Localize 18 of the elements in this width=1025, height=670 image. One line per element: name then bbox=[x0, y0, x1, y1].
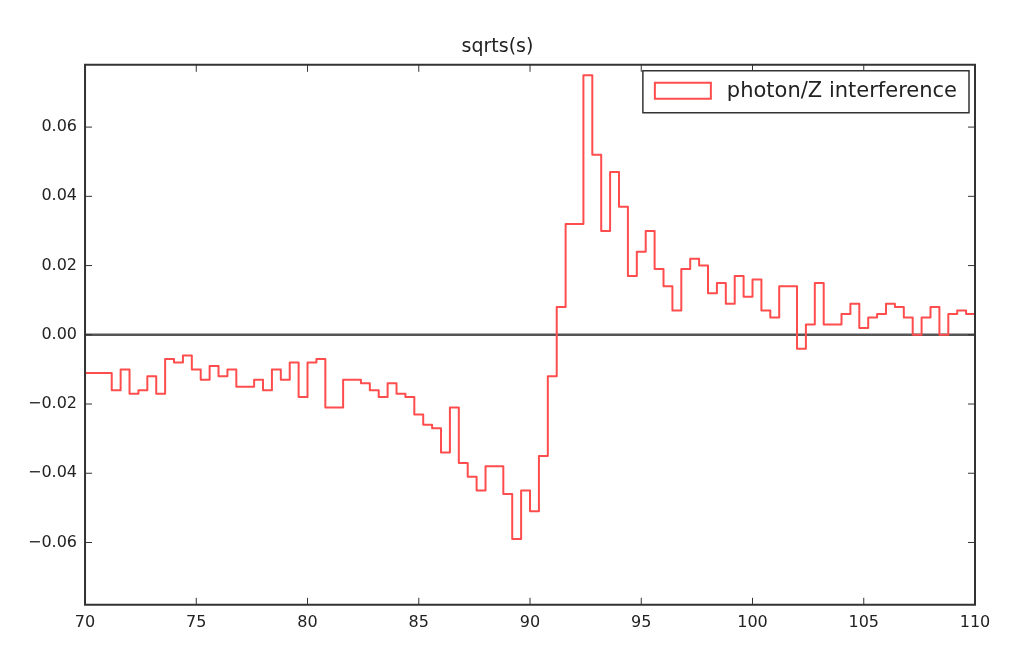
legend-label: photon/Z interference bbox=[726, 78, 958, 103]
chart-title: sqrts(s) bbox=[461, 34, 534, 57]
x-tick-label: 70 bbox=[74, 611, 96, 631]
x-tick-label: 110 bbox=[959, 611, 991, 631]
y-tick-label: 0.00 bbox=[41, 323, 78, 343]
y-tick-label: 0.02 bbox=[41, 254, 78, 274]
x-tick-label: 95 bbox=[631, 611, 652, 631]
y-tick-label: 0.04 bbox=[41, 185, 78, 205]
x-tick-label: 80 bbox=[297, 611, 318, 631]
y-tick-label: −0.06 bbox=[28, 531, 78, 551]
x-tick-label: 75 bbox=[186, 611, 207, 631]
x-tick-label: 105 bbox=[848, 611, 880, 631]
x-tick-label: 90 bbox=[519, 611, 541, 631]
y-tick-label: −0.04 bbox=[28, 462, 78, 482]
x-tick-label: 100 bbox=[737, 611, 768, 631]
y-tick-label: 0.06 bbox=[41, 116, 78, 136]
y-tick-label: −0.02 bbox=[28, 393, 78, 413]
x-tick-label: 85 bbox=[408, 611, 429, 631]
